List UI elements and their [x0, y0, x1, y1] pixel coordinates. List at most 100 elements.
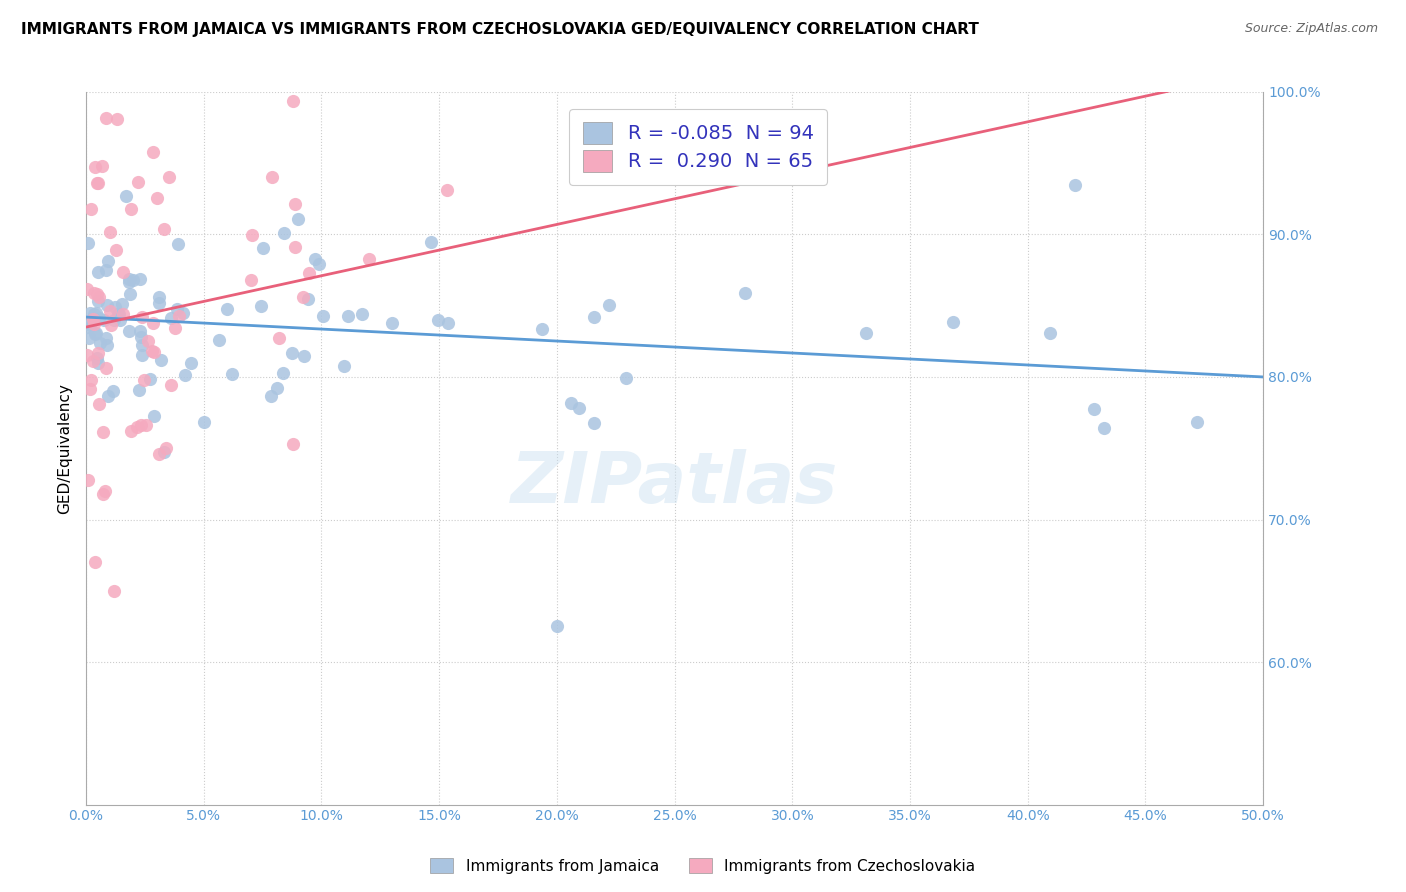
Point — [97, 254, 120, 268]
Point — [135, 417, 157, 432]
Text: IMMIGRANTS FROM JAMAICA VS IMMIGRANTS FROM CZECHOSLOVAKIA GED/EQUIVALENCY CORREL: IMMIGRANTS FROM JAMAICA VS IMMIGRANTS FR… — [21, 22, 979, 37]
Point — [142, 409, 165, 424]
Text: ZIPatlas: ZIPatlas — [510, 450, 838, 518]
Point — [942, 315, 965, 329]
Point — [129, 417, 152, 432]
Point — [127, 175, 149, 189]
Point — [89, 335, 111, 350]
Point — [1039, 326, 1062, 341]
Point — [103, 300, 125, 314]
Point — [427, 313, 450, 327]
Point — [281, 346, 304, 360]
Point — [103, 313, 125, 327]
Point — [94, 361, 117, 376]
Point — [120, 424, 142, 438]
Point — [252, 241, 274, 255]
Point — [381, 317, 404, 331]
Point — [108, 307, 131, 321]
Point — [86, 287, 108, 301]
Point — [855, 326, 877, 340]
Point — [583, 416, 606, 430]
Point — [284, 196, 307, 211]
Point — [163, 321, 186, 335]
Point — [260, 389, 283, 403]
Point — [1092, 421, 1115, 435]
Point — [101, 384, 124, 399]
Point — [287, 211, 309, 226]
Point — [86, 176, 108, 190]
Legend: Immigrants from Jamaica, Immigrants from Czechoslovakia: Immigrants from Jamaica, Immigrants from… — [425, 852, 981, 880]
Point — [98, 304, 121, 318]
Point — [298, 266, 321, 280]
Point — [76, 348, 98, 362]
Point — [148, 290, 170, 304]
Point — [734, 285, 756, 300]
Point — [297, 292, 319, 306]
Point — [100, 318, 122, 332]
Point — [352, 307, 374, 321]
Point — [129, 330, 152, 344]
Point — [159, 310, 181, 325]
Point — [89, 290, 111, 304]
Point — [84, 326, 107, 341]
Point — [172, 306, 194, 320]
Point — [284, 240, 307, 254]
Point — [128, 272, 150, 286]
Point — [93, 312, 115, 326]
Point — [79, 318, 101, 333]
Point — [121, 273, 143, 287]
Point — [89, 397, 111, 411]
Point — [96, 112, 118, 126]
Point — [148, 447, 170, 461]
Point — [359, 252, 381, 267]
Point — [308, 257, 330, 271]
Point — [86, 177, 108, 191]
Point — [582, 310, 605, 324]
Point — [79, 373, 101, 387]
Y-axis label: GED/Equivalency: GED/Equivalency — [58, 383, 72, 514]
Point — [84, 326, 107, 340]
Point — [83, 308, 105, 322]
Point — [91, 425, 114, 440]
Point — [127, 420, 149, 434]
Point — [1063, 178, 1085, 192]
Point — [105, 112, 128, 127]
Point — [94, 483, 117, 498]
Point — [169, 309, 191, 323]
Point — [76, 282, 98, 296]
Point — [141, 343, 163, 358]
Point — [84, 555, 107, 569]
Point — [77, 473, 100, 487]
Point — [77, 319, 100, 334]
Point — [166, 301, 188, 316]
Point — [281, 437, 304, 451]
Point — [153, 222, 176, 236]
Point — [132, 374, 155, 388]
Point — [118, 271, 141, 285]
Point — [111, 297, 134, 311]
Point — [82, 354, 104, 368]
Point — [333, 359, 356, 373]
Point — [111, 307, 134, 321]
Point — [546, 619, 568, 633]
Point — [131, 338, 153, 352]
Point — [118, 275, 141, 289]
Point — [291, 290, 314, 304]
Point — [217, 302, 239, 317]
Point — [146, 191, 169, 205]
Point — [89, 310, 111, 325]
Point — [100, 225, 122, 239]
Point — [82, 311, 104, 326]
Point — [250, 299, 273, 313]
Point — [131, 348, 153, 362]
Point — [142, 145, 165, 160]
Point — [1083, 402, 1105, 417]
Point — [84, 161, 107, 175]
Point — [77, 331, 100, 345]
Point — [1185, 415, 1208, 429]
Point — [118, 286, 141, 301]
Point — [304, 252, 326, 266]
Point — [242, 228, 264, 243]
Point — [420, 235, 443, 249]
Point — [87, 265, 110, 279]
